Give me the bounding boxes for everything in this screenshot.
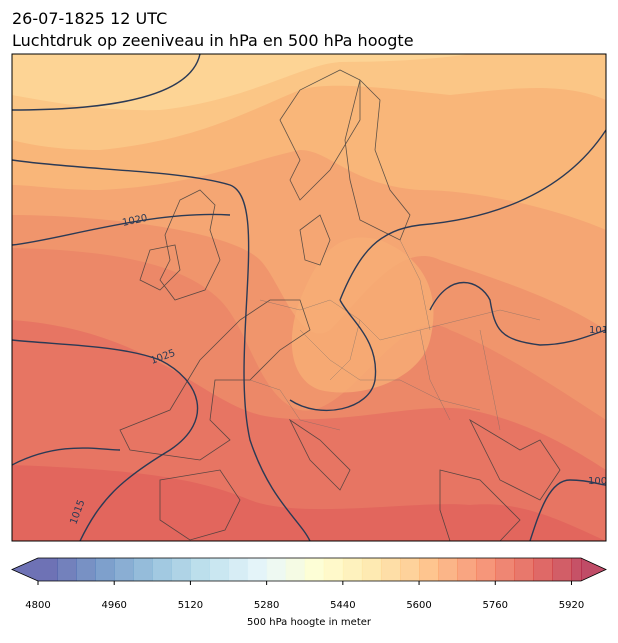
colorbar-segment — [342, 558, 363, 581]
colorbar-segment — [476, 558, 496, 581]
colorbar-segment — [304, 558, 325, 581]
colorbar-segment — [228, 558, 249, 581]
colorbar-segment — [133, 558, 153, 581]
map: 1020 1025 1015 101 100 — [12, 54, 608, 541]
colorbar-tick-label: 5600 — [406, 600, 431, 611]
colorbar: 4800 4960 5120 5280 5440 5600 5760 5920 — [11, 557, 607, 611]
colorbar-segment — [438, 558, 458, 581]
colorbar-segment — [190, 558, 210, 581]
title: 26-07-1825 12 UTC — [12, 9, 167, 28]
colorbar-segment — [533, 558, 553, 581]
colorbar-segment — [552, 558, 572, 581]
colorbar-segment — [152, 558, 172, 581]
colorbar-segment — [114, 558, 134, 581]
colorbar-label: 500 hPa hoogte in meter — [247, 617, 372, 628]
colorbar-segment — [57, 558, 77, 581]
colorbar-segment — [38, 558, 58, 581]
colorbar-outline — [11, 557, 607, 582]
colorbar-segment — [380, 558, 401, 581]
map-frame — [11, 53, 607, 542]
colorbar-segment — [95, 558, 115, 581]
colorbar-segment — [247, 558, 268, 581]
colorbar-tick-label: 4800 — [25, 600, 50, 611]
band — [291, 237, 434, 393]
colorbar-tick-label: 5280 — [254, 600, 279, 611]
subtitle: Luchtdruk op zeeniveau in hPa en 500 hPa… — [12, 31, 414, 50]
colorbar-tick-label: 4960 — [101, 600, 126, 611]
colorbar-extend — [12, 558, 38, 581]
colorbar-segment — [323, 558, 344, 581]
contour-label: 1020 — [121, 213, 148, 229]
contour-label: 100 — [588, 476, 607, 487]
colorbar-segment — [361, 558, 382, 581]
colorbar-extend — [581, 558, 606, 581]
colorbar-segment — [76, 558, 96, 581]
colorbar-segment — [171, 558, 191, 581]
colorbar-tick-label: 5920 — [559, 600, 584, 611]
colorbar-segment — [419, 558, 439, 581]
contour-label: 101 — [589, 325, 608, 336]
colorbar-segment — [209, 558, 230, 581]
colorbar-segment — [571, 558, 582, 581]
band — [12, 54, 470, 111]
colorbar-tick-label: 5440 — [330, 600, 355, 611]
colorbar-segment — [266, 558, 287, 581]
colorbar-tick-label: 5760 — [483, 600, 508, 611]
colorbar-segment — [495, 558, 515, 581]
colorbar-segment — [400, 558, 420, 581]
colorbar-segment — [514, 558, 534, 581]
colorbar-segment — [285, 558, 306, 581]
colorbar-segment — [457, 558, 477, 581]
colorbar-tick-label: 5120 — [178, 600, 203, 611]
